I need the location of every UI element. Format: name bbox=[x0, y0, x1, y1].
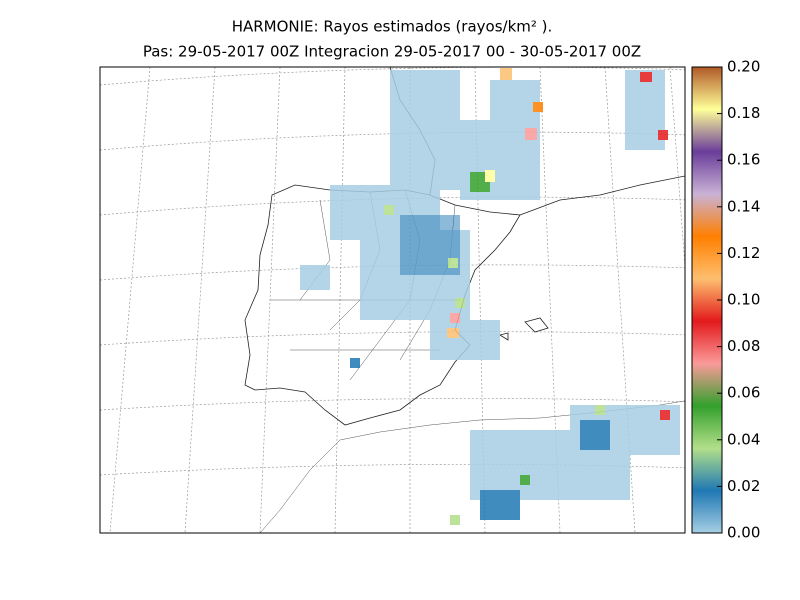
colorbar-tick-label: 0.02 bbox=[727, 477, 760, 495]
colorbar-tick-label: 0.18 bbox=[727, 104, 760, 122]
colorbar-tick-label: 0.00 bbox=[727, 524, 760, 542]
balearics bbox=[498, 317, 549, 341]
colorbar-tick-label: 0.08 bbox=[727, 337, 760, 355]
subtitle: Pas: 29-05-2017 00Z Integracion 29-05-20… bbox=[143, 43, 641, 61]
map-frame bbox=[99, 66, 686, 534]
lightning-cells bbox=[300, 68, 680, 525]
colorbar-tick-label: 0.20 bbox=[727, 58, 760, 76]
colorbar-tick-label: 0.10 bbox=[727, 291, 760, 309]
colorbar-tick-label: 0.04 bbox=[727, 430, 760, 448]
map bbox=[100, 67, 685, 533]
colorbar-tick-label: 0.16 bbox=[727, 151, 760, 169]
title: HARMONIE: Rayos estimados (rayos/km² ). bbox=[232, 18, 553, 36]
colorbar-tick-label: 0.12 bbox=[727, 244, 760, 262]
colorbar-tick-label: 0.06 bbox=[727, 384, 760, 402]
colorbar-tick-label: 0.14 bbox=[727, 197, 760, 215]
